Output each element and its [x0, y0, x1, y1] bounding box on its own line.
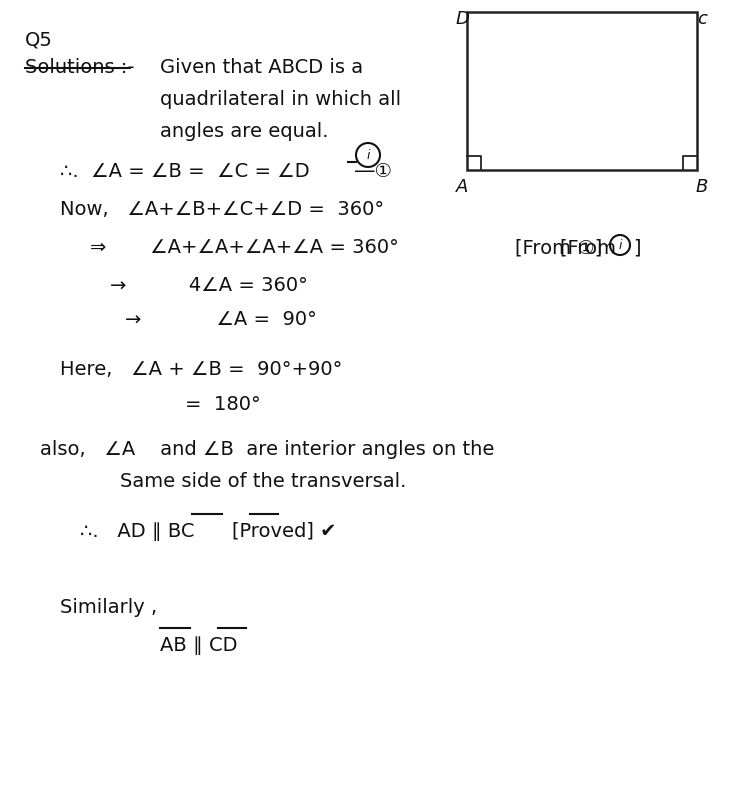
Text: quadrilateral in which all: quadrilateral in which all — [160, 90, 401, 109]
Text: angles are equal.: angles are equal. — [160, 122, 329, 141]
Text: D: D — [455, 10, 469, 28]
Text: ∴.  ∠A = ∠B =  ∠C = ∠D: ∴. ∠A = ∠B = ∠C = ∠D — [60, 162, 310, 181]
Text: also,   ∠A    and ∠B  are interior angles on the: also, ∠A and ∠B are interior angles on t… — [40, 440, 494, 459]
Text: Q5: Q5 — [25, 30, 53, 49]
Text: A: A — [456, 178, 469, 196]
Text: ]: ] — [633, 238, 641, 257]
Text: Now,   ∠A+∠B+∠C+∠D =  360°: Now, ∠A+∠B+∠C+∠D = 360° — [60, 200, 384, 219]
Text: [From: [From — [560, 238, 622, 257]
Text: Here,   ∠A + ∠B =  90°+90°: Here, ∠A + ∠B = 90°+90° — [60, 360, 342, 379]
Text: AB ∥ CD: AB ∥ CD — [160, 636, 237, 655]
Text: c: c — [697, 10, 707, 28]
Text: →          4∠A = 360°: → 4∠A = 360° — [110, 276, 308, 295]
Text: ―①: ―① — [355, 162, 392, 181]
Text: Solutions :-: Solutions :- — [25, 58, 134, 77]
Text: ∴.   AD ∥ BC      [Proved] ✔: ∴. AD ∥ BC [Proved] ✔ — [80, 522, 336, 541]
Text: →            ∠A =  90°: → ∠A = 90° — [125, 310, 317, 329]
Text: i: i — [367, 148, 370, 162]
Bar — [467, 12, 697, 170]
Text: B: B — [696, 178, 708, 196]
Text: [From ①]: [From ①] — [515, 238, 602, 257]
Text: i: i — [619, 239, 621, 251]
Text: Given that ABCD is a: Given that ABCD is a — [160, 58, 363, 77]
Text: Same side of the transversal.: Same side of the transversal. — [120, 472, 406, 491]
Text: ⇒       ∠A+∠A+∠A+∠A = 360°: ⇒ ∠A+∠A+∠A+∠A = 360° — [90, 238, 399, 257]
Text: =  180°: = 180° — [185, 395, 261, 414]
Text: Similarly ,: Similarly , — [60, 598, 157, 617]
